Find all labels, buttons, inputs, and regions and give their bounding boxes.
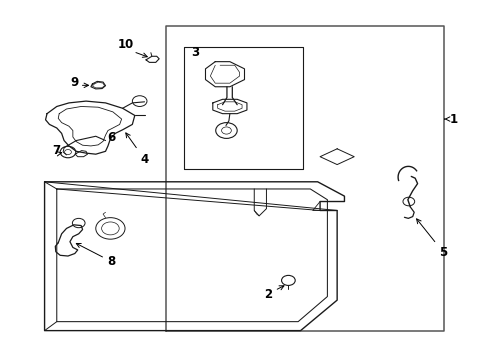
Text: 4: 4 xyxy=(125,133,148,166)
Text: 8: 8 xyxy=(76,243,116,268)
Text: 7: 7 xyxy=(52,144,60,157)
Text: 1: 1 xyxy=(444,113,457,126)
Text: 2: 2 xyxy=(264,286,284,301)
Text: 10: 10 xyxy=(118,38,134,51)
Text: 3: 3 xyxy=(190,46,199,59)
Text: 6: 6 xyxy=(107,131,115,144)
Text: 9: 9 xyxy=(70,76,78,89)
Text: 5: 5 xyxy=(416,219,447,259)
